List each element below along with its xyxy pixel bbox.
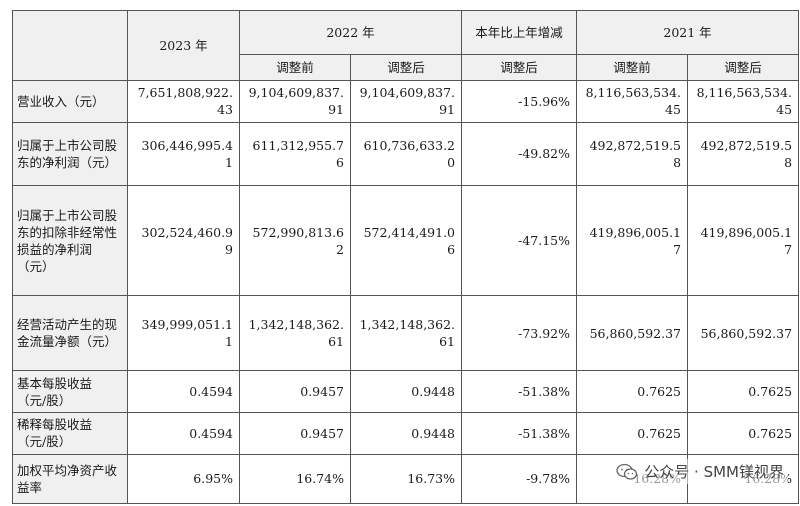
watermark-text: 公众号 · SMM镁视界 bbox=[644, 463, 784, 481]
value-2021-after: 492,872,519.58 bbox=[687, 121, 800, 186]
wechat-icon bbox=[616, 463, 638, 480]
value-2022-after: 572,414,491.06 bbox=[349, 184, 463, 297]
table-body: 营业收入（元） 7,651,808,922.43 9,104,609,837.91 9… bbox=[12, 80, 800, 505]
value-2022-after: 1,342,148,362.61 bbox=[349, 295, 463, 372]
value-2022-after: 0.9448 bbox=[349, 370, 463, 413]
header-blank-cell bbox=[12, 10, 128, 81]
row-label: 归属于上市公司股东的扣除非经常性损益的净利润（元） bbox=[12, 184, 128, 297]
value-2022-after: 610,736,633.20 bbox=[349, 121, 463, 186]
row-label: 归属于上市公司股东的净利润（元） bbox=[12, 121, 128, 186]
value-2022-before: 0.9457 bbox=[239, 411, 351, 455]
value-2021-before: 492,872,519.58 bbox=[576, 121, 689, 186]
watermark: 公众号 · SMM镁视界 bbox=[612, 459, 788, 484]
value-2023: 349,999,051.11 bbox=[127, 295, 240, 372]
table-row: 归属于上市公司股东的净利润（元） 306,446,995.41 611,312,95… bbox=[12, 121, 800, 186]
value-2021-after: 419,896,005.17 bbox=[687, 184, 800, 297]
value-change: -15.96% bbox=[461, 80, 578, 123]
header-2022: 2022 年 bbox=[238, 10, 463, 55]
table-row: 经营活动产生的现金流量净额（元） 349,999,051.11 1,342,148,… bbox=[12, 295, 800, 372]
value-2023: 0.4594 bbox=[127, 411, 240, 455]
header-change-after: 调整后 bbox=[461, 54, 578, 81]
header-2021-after: 调整后 bbox=[687, 54, 800, 81]
value-2023: 306,446,995.41 bbox=[127, 121, 240, 186]
header-2021-before: 调整前 bbox=[576, 54, 689, 81]
header-change: 本年比上年增减 bbox=[461, 10, 578, 55]
value-2022-after: 0.9448 bbox=[349, 411, 463, 455]
value-2023: 7,651,808,922.43 bbox=[127, 80, 240, 123]
value-change: -73.92% bbox=[461, 295, 578, 372]
value-2021-after: 56,860,592.37 bbox=[687, 295, 800, 372]
header-2021: 2021 年 bbox=[576, 10, 800, 55]
row-label: 营业收入（元） bbox=[12, 80, 128, 123]
value-2021-after: 8,116,563,534.45 bbox=[687, 80, 800, 123]
table-row: 营业收入（元） 7,651,808,922.43 9,104,609,837.91 9… bbox=[12, 80, 800, 123]
financial-summary-table: 2023 年 2022 年 本年比上年增减 2021 年 调整前 调整后 调整后… bbox=[12, 10, 800, 505]
value-2021-before: 8,116,563,534.45 bbox=[576, 80, 689, 123]
value-2022-before: 9,104,609,837.91 bbox=[239, 80, 351, 123]
value-2022-before: 16.74% bbox=[239, 453, 351, 505]
value-2023: 0.4594 bbox=[127, 370, 240, 413]
value-2021-before: 0.7625 bbox=[576, 370, 689, 413]
value-change: -51.38% bbox=[461, 370, 578, 413]
value-2021-before: 56,860,592.37 bbox=[576, 295, 689, 372]
header-2023: 2023 年 bbox=[127, 10, 240, 81]
value-2022-before: 572,990,813.62 bbox=[239, 184, 351, 297]
value-2021-after: 0.7625 bbox=[687, 370, 800, 413]
header-2022-after: 调整后 bbox=[349, 54, 463, 81]
value-change: -49.82% bbox=[461, 121, 578, 186]
value-2022-before: 611,312,955.76 bbox=[239, 121, 351, 186]
header-2022-before: 调整前 bbox=[239, 54, 351, 81]
value-2021-before: 419,896,005.17 bbox=[576, 184, 689, 297]
table-row: 基本每股收益（元/股） 0.4594 0.9457 0.9448 -51.38% 0.76… bbox=[12, 370, 800, 413]
row-label: 稀释每股收益（元/股） bbox=[12, 411, 128, 455]
value-change: -51.38% bbox=[461, 411, 578, 455]
row-label: 经营活动产生的现金流量净额（元） bbox=[12, 295, 128, 372]
value-2022-after: 16.73% bbox=[349, 453, 463, 505]
row-label: 基本每股收益（元/股） bbox=[12, 370, 128, 413]
value-2022-after: 9,104,609,837.91 bbox=[349, 80, 463, 123]
value-2023: 6.95% bbox=[127, 453, 240, 505]
value-change: -47.15% bbox=[461, 184, 578, 297]
table-row: 归属于上市公司股东的扣除非经常性损益的净利润（元） 302,524,460.99 5… bbox=[12, 184, 800, 297]
value-2022-before: 0.9457 bbox=[239, 370, 351, 413]
table-row: 加权平均净资产收益率6.95%16.74%16.73%-9.78%16.28%1… bbox=[12, 453, 800, 505]
table-row: 稀释每股收益（元/股） 0.4594 0.9457 0.9448 -51.38% 0.76… bbox=[12, 411, 800, 455]
value-2022-before: 1,342,148,362.61 bbox=[239, 295, 351, 372]
value-change: -9.78% bbox=[461, 453, 578, 505]
value-2023: 302,524,460.99 bbox=[127, 184, 240, 297]
value-2021-after: 0.7625 bbox=[687, 411, 800, 455]
row-label: 加权平均净资产收益率 bbox=[12, 453, 128, 505]
value-2021-before: 0.7625 bbox=[576, 411, 689, 455]
